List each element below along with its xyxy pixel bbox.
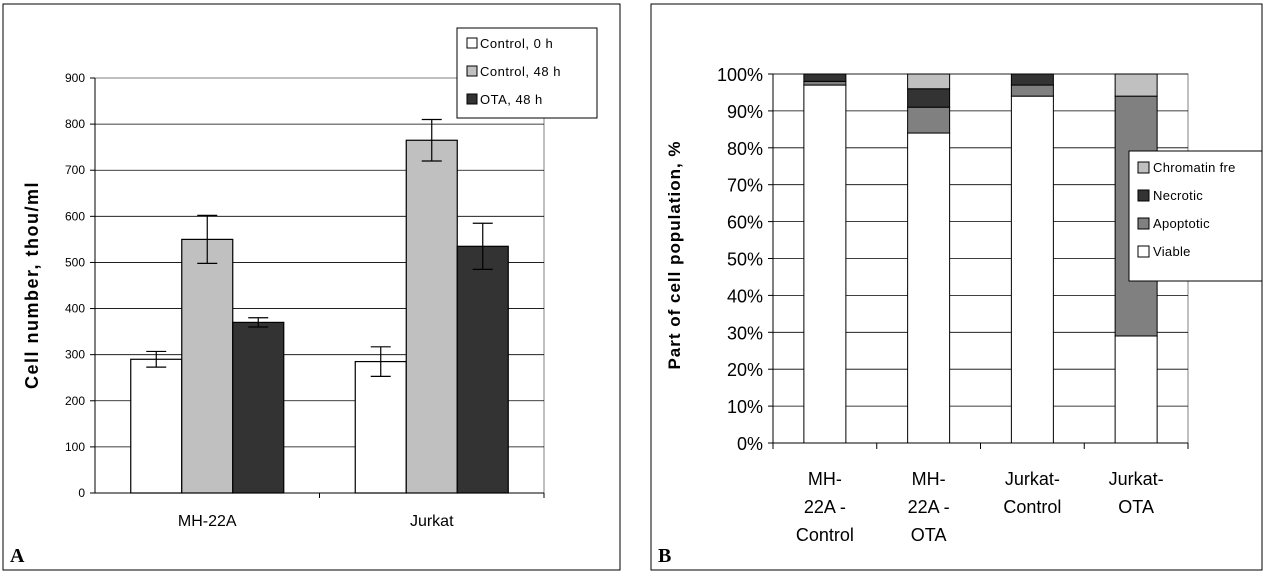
panel-a-y-tick-label: 800 [65,117,85,131]
legend-label-necrotic: Necrotic [1153,188,1203,203]
panel-a-y-tick-label: 0 [78,486,85,500]
panel-a-axes: 0 100 200 300 400 500 600 700 800 900 MH-22A Jurkat [65,71,545,530]
segment-mh-22a-ota-necrotic [907,88,951,108]
panel-a-y-tick-label: 700 [65,163,85,177]
legend-swatch-chromatin-free [1137,161,1150,174]
segment-jurkat-control-necrotic [1010,73,1054,86]
panel-b-y-tick-label: 0% [737,434,763,454]
panel-b-legend-box [1128,150,1263,282]
bar-jurkat-control-48-h [405,139,458,494]
bar-mh-22a-control-48-h [181,238,234,494]
segment-jurkat-control-viable [1010,95,1054,444]
legend-swatch-control-0-h [466,37,478,49]
legend-swatch-ota-48-h [466,93,478,105]
panel-a-y-tick-label: 900 [65,71,85,85]
panel-b-y-tick-label: 10% [727,397,763,417]
panel-b-x-tick-label: 22A - [908,497,950,517]
panel-a-y-tick-label: 400 [65,302,85,316]
panel-b-y-tick-label: 50% [727,250,763,270]
bar-jurkat-ota-48-h [456,245,509,494]
panel-b-x-tick-label: Control [1003,497,1061,517]
panel-b-x-tick-label: OTA [911,525,947,545]
segment-mh-22a-ota-chromatin-free [907,73,951,90]
segment-mh-22a-control-apoptotic [803,80,847,86]
panel-a-legend: Control, 0 h Control, 48 h OTA, 48 h [456,27,598,119]
panel-b-y-tick-label: 60% [727,213,763,233]
panel-a-y-tick-label: 200 [65,394,85,408]
panel-b-y-tick-label: 20% [727,360,763,380]
panel-b-letter: B [658,545,671,567]
panel-b-y-tick-label: 70% [727,176,763,196]
panel-b-y-tick-label: 100% [717,65,763,85]
panel-b-y-axis-label: Part of cell population, % [665,140,684,369]
panel-b-y-tick-label: 30% [727,323,763,343]
segment-jurkat-control-apoptotic [1010,84,1054,97]
segment-jurkat-ota-chromatin-free [1114,73,1158,97]
panel-b-x-tick-label: Jurkat- [1005,469,1060,489]
bar-mh-22a-control-0-h [130,358,183,494]
panel-b-x-tick-label: MH- [808,469,842,489]
legend-label-chromatin-free: Chromatin fre [1153,160,1236,175]
bar-mh-22a-ota-48-h [232,321,285,494]
panel-b-x-tick-label: Control [796,525,854,545]
segment-mh-22a-control-viable [803,84,847,444]
panel-b-axes: 0% 10% 20% 30% 40% 50% 60% 70% 80% 90% 100% MH- 22A … [717,65,1189,545]
panel-b-x-tick-label: 22A - [804,497,846,517]
panel-b-y-tick-label: 90% [727,102,763,122]
legend-label-control-48-h: Control, 48 h [480,64,561,79]
segment-mh-22a-ota-apoptotic [907,106,951,134]
legend-swatch-viable [1137,245,1150,258]
panel-b-x-tick-label: OTA [1118,497,1154,517]
panel-b-y-tick-label: 40% [727,286,763,306]
legend-label-viable: Viable [1153,244,1191,259]
panel-b-legend: Chromatin fre Necrotic Apoptotic Viable [1128,150,1263,282]
panel-a-x-tick-label: MH-22A [178,513,237,530]
panel-a-bars [130,118,509,494]
legend-label-control-0-h: Control, 0 h [480,36,553,51]
segment-mh-22a-ota-viable [907,132,951,444]
segment-jurkat-ota-viable [1114,335,1158,444]
bar-jurkat-control-0-h [354,360,407,494]
legend-swatch-apoptotic [1137,217,1150,230]
legend-label-apoptotic: Apoptotic [1153,216,1210,231]
panel-b-y-tick-label: 80% [727,139,763,159]
panel-a-y-tick-label: 300 [65,348,85,362]
segment-mh-22a-control-necrotic [803,73,847,82]
panel-b-x-tick-label: Jurkat- [1109,469,1164,489]
panel-a-y-axis-label: Cell number, thou/ml [22,181,42,389]
legend-swatch-control-48-h [466,65,478,77]
panel-a-legend-box [456,27,598,119]
panel-b-x-tick-label: MH- [912,469,946,489]
panel-a-letter: A [10,545,25,567]
panel-a-y-tick-label: 100 [65,440,85,454]
legend-label-ota-48-h: OTA, 48 h [480,92,543,107]
panel-b-frame [650,3,1263,571]
panel-a-y-tick-label: 600 [65,209,85,223]
panel-a-y-tick-label: 500 [65,255,85,269]
panel-a-x-tick-label: Jurkat [410,513,454,530]
legend-swatch-necrotic [1137,189,1150,202]
